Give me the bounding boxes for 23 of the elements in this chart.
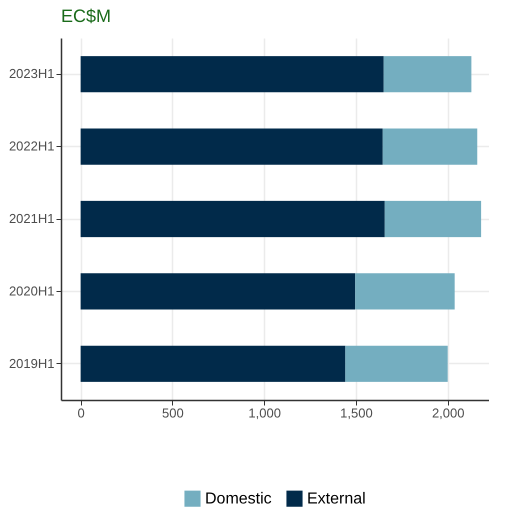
x-tick-label: 0 xyxy=(78,406,85,420)
y-tick-label: 2023H1 xyxy=(8,66,54,82)
bar xyxy=(80,200,385,238)
bar xyxy=(384,200,482,238)
legend-label: External xyxy=(307,490,366,508)
bar xyxy=(384,56,472,92)
bar xyxy=(382,128,478,165)
y-tick-label: 2020H1 xyxy=(8,283,54,298)
bar xyxy=(355,273,455,310)
x-tick-label: 2,000 xyxy=(432,406,464,420)
x-tick-label: 1,500 xyxy=(340,406,373,420)
legend-label: Domestic xyxy=(205,490,272,508)
chart-title: EC$M xyxy=(61,6,112,26)
y-tick-label: 2019H1 xyxy=(8,356,54,371)
bar xyxy=(80,56,384,92)
bar xyxy=(80,273,356,310)
bar xyxy=(80,128,383,165)
y-tick-label: 2022H1 xyxy=(8,138,54,154)
x-tick-label: 500 xyxy=(162,406,184,420)
x-tick-label: 1,000 xyxy=(248,406,281,420)
y-tick-label: 2021H1 xyxy=(8,211,54,226)
bar xyxy=(345,346,448,382)
bar xyxy=(80,346,346,382)
